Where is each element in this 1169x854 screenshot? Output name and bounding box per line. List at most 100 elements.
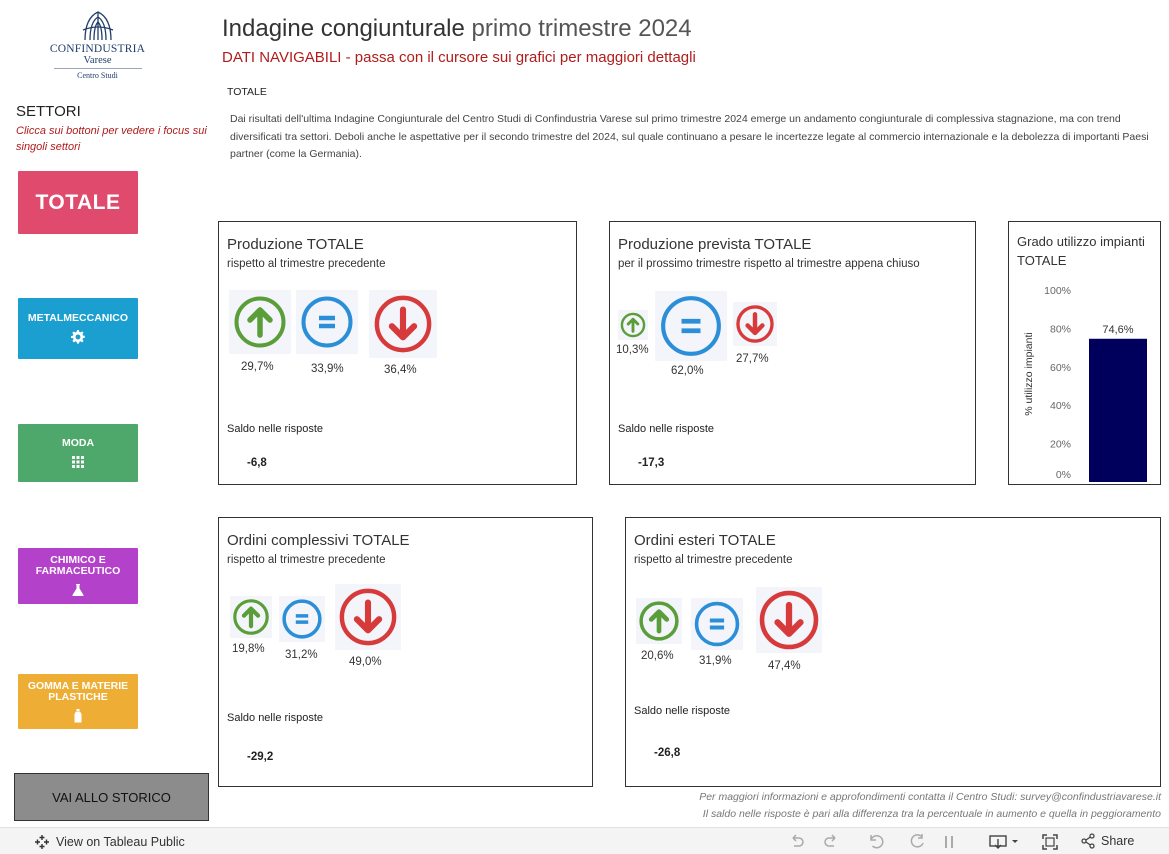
indicator-value: 27,7% — [736, 353, 769, 365]
card-produzione-prevista[interactable]: Produzione prevista TOTALE per il prossi… — [609, 221, 976, 485]
indicator-up[interactable]: 29,7% — [229, 290, 291, 373]
bar-chart[interactable]: % utilizzo impianti 0% 20% 40% 60% 80% 100% 7… — [1009, 274, 1162, 484]
historic-button[interactable]: VAI ALLO STORICO — [14, 773, 209, 821]
logo-line3: Centro Studi — [77, 71, 118, 80]
arrow-down-icon — [339, 588, 397, 646]
sector-button-totale[interactable]: TOTALE — [18, 171, 138, 234]
equal-icon — [301, 296, 353, 348]
sector-button-label: MODA — [61, 436, 95, 449]
sectors-title: SETTORI — [16, 103, 81, 120]
y-tick-label: 0% — [1056, 469, 1071, 481]
saldo-note: Il saldo nelle risposte è pari alla diff… — [702, 808, 1161, 820]
indicator-value: 31,2% — [285, 649, 318, 661]
flask-icon — [72, 584, 84, 596]
indicator-value: 36,4% — [384, 364, 417, 376]
card-title: Produzione TOTALE — [227, 236, 364, 253]
sectors-hint: Clicca sui bottoni per vedere i focus su… — [16, 125, 207, 153]
indicator-down[interactable]: 36,4% — [369, 290, 437, 376]
arrow-up-icon — [639, 601, 679, 641]
sector-button-chimico[interactable]: CHIMICO E FARMACEUTICO — [18, 548, 138, 604]
undo-icon[interactable] — [788, 833, 806, 851]
share-button[interactable]: Share — [1080, 833, 1134, 849]
page-title: Indagine congiunturale primo trimestre 2… — [222, 15, 692, 43]
saldo-label: Saldo nelle risposte — [618, 423, 715, 435]
indicator-value: 62,0% — [671, 365, 704, 377]
arrow-up-icon — [234, 296, 286, 348]
indicator-down[interactable]: 49,0% — [335, 584, 401, 668]
page-subtitle: DATI NAVIGABILI - passa con il cursore s… — [222, 49, 696, 66]
revert-icon[interactable] — [868, 833, 886, 851]
indicator-value: 19,8% — [232, 643, 265, 655]
indicator-equal[interactable]: 31,2% — [279, 596, 325, 661]
indicator-value: 49,0% — [349, 656, 382, 668]
indicator-equal[interactable]: 33,9% — [296, 290, 358, 375]
indicator-down[interactable]: 47,4% — [756, 587, 822, 672]
card-subtitle: rispetto al trimestre precedente — [227, 258, 386, 270]
logo-line1: CONFINDUSTRIA — [49, 43, 146, 55]
card-grado-utilizzo[interactable]: Grado utilizzo impianti TOTALE % utilizz… — [1008, 221, 1161, 485]
indicator-up[interactable]: 20,6% — [636, 598, 682, 662]
saldo-label: Saldo nelle risposte — [634, 705, 731, 717]
y-tick-label: 20% — [1050, 439, 1071, 451]
contact-note: Per maggiori informazioni e approfondime… — [699, 791, 1161, 803]
sector-button-metalmeccanico[interactable]: METALMECCANICO — [18, 298, 138, 359]
card-ordini-esteri[interactable]: Ordini esteri TOTALE rispetto al trimest… — [625, 517, 1161, 787]
arrow-up-icon — [620, 312, 646, 338]
sector-button-label: GOMMA E MATERIE PLASTICHE — [27, 679, 129, 703]
y-tick-label: 40% — [1050, 400, 1071, 412]
saldo-label: Saldo nelle risposte — [227, 712, 324, 724]
saldo-value: -6,8 — [247, 457, 267, 469]
view-on-tableau-label: View on Tableau Public — [56, 835, 185, 849]
indicator-equal[interactable]: 31,9% — [691, 598, 743, 667]
indicator-value: 33,9% — [311, 363, 344, 375]
share-label: Share — [1101, 834, 1135, 848]
saldo-value: -17,3 — [638, 457, 665, 469]
y-tick-label: 80% — [1050, 323, 1071, 335]
intro-text: Dai risultati dell'ultima Indagine Congi… — [230, 113, 1149, 160]
tableau-toolbar: View on Tableau Public Share — [0, 827, 1169, 854]
indicator-up[interactable]: 10,3% — [616, 310, 649, 356]
indicator-value: 10,3% — [616, 344, 649, 356]
sector-button-label: METALMECCANICO — [27, 312, 129, 324]
download-icon[interactable] — [988, 833, 1022, 851]
gear-icon — [71, 330, 85, 344]
y-axis-label: % utilizzo impianti — [1023, 332, 1035, 415]
tableau-logo-icon — [35, 835, 49, 849]
share-icon — [1081, 833, 1095, 849]
y-tick-label: 100% — [1044, 285, 1071, 297]
bottle-icon — [74, 708, 82, 722]
indicator-down[interactable]: 27,7% — [733, 302, 777, 365]
bar[interactable] — [1089, 338, 1147, 482]
card-title: Produzione prevista TOTALE — [618, 236, 812, 253]
sector-button-gomma[interactable]: GOMMA E MATERIE PLASTICHE — [18, 674, 138, 729]
saldo-value: -29,2 — [247, 751, 274, 763]
sector-button-moda[interactable]: MODA — [18, 424, 138, 482]
arrow-down-icon — [759, 590, 819, 650]
indicator-value: 20,6% — [641, 650, 674, 662]
card-produzione[interactable]: Produzione TOTALE rispetto al trimestre … — [218, 221, 577, 485]
bar-value-label: 74,6% — [1102, 324, 1133, 336]
card-title: Ordini esteri TOTALE — [634, 532, 776, 549]
arrow-down-icon — [736, 305, 774, 343]
logo: CONFINDUSTRIA Varese Centro Studi — [40, 10, 155, 85]
fullscreen-icon[interactable] — [1041, 833, 1059, 851]
pause-icon[interactable] — [940, 833, 958, 851]
refresh-icon[interactable] — [908, 833, 926, 851]
indicator-value: 29,7% — [241, 361, 274, 373]
equal-icon — [661, 296, 721, 356]
indicator-up[interactable]: 19,8% — [230, 596, 272, 655]
view-on-tableau-link[interactable]: View on Tableau Public — [34, 834, 185, 850]
card-title: Ordini complessivi TOTALE — [227, 532, 410, 549]
logo-emblem-icon — [82, 11, 113, 41]
card-subtitle: rispetto al trimestre precedente — [634, 554, 793, 566]
fabric-icon — [72, 455, 84, 468]
card-ordini-complessivi[interactable]: Ordini complessivi TOTALE rispetto al tr… — [218, 517, 593, 787]
page-title-main: Indagine congiunturale — [222, 15, 465, 42]
redo-icon[interactable] — [822, 833, 840, 851]
saldo-label: Saldo nelle risposte — [227, 423, 324, 435]
sector-button-label: TOTALE — [35, 190, 121, 214]
y-tick-label: 60% — [1050, 362, 1071, 374]
indicator-equal[interactable]: 62,0% — [655, 291, 727, 377]
indicator-value: 47,4% — [768, 660, 801, 672]
equal-icon — [694, 601, 740, 647]
